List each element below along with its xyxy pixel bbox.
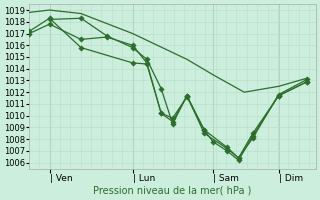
X-axis label: Pression niveau de la mer( hPa ): Pression niveau de la mer( hPa ) (93, 186, 252, 196)
